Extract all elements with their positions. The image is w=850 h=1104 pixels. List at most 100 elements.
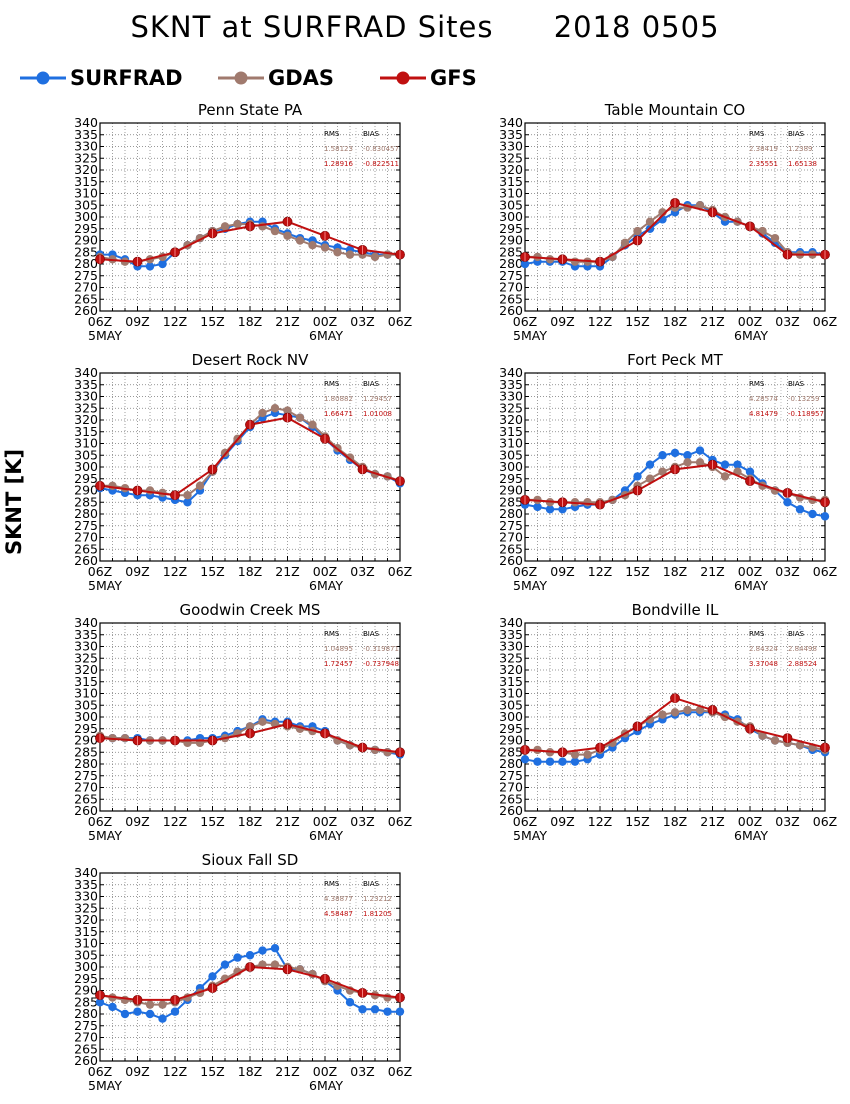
y-tick-label: 325 [74, 900, 98, 915]
y-tick-label: 340 [74, 115, 98, 130]
stats-gdas-bias: 1.2389 [788, 145, 813, 153]
x-tick-label: 18Z [238, 314, 262, 329]
y-tick-label: 310 [74, 436, 98, 451]
y-tick-label: 340 [74, 615, 98, 630]
data-point-gdas [658, 710, 667, 719]
data-point-surfrad [695, 446, 705, 455]
stats-rms-header: RMS [324, 880, 340, 888]
x-tick-label: 06Z [513, 564, 537, 579]
data-point-gdas [645, 217, 655, 226]
data-point-gdas [270, 226, 280, 236]
chart-svg-table-mountain: Table Mountain CO 26026527027528028529029… [499, 101, 837, 343]
y-tick-label: 320 [74, 412, 98, 427]
x-tick-label: 18Z [238, 814, 262, 829]
data-point-surfrad [145, 1009, 155, 1019]
plot-frame [99, 372, 401, 562]
y-tick-label: 335 [499, 627, 523, 642]
stats-bias-header: BIAS [788, 380, 805, 388]
y-tick-label: 265 [499, 541, 523, 556]
x-tick-label: 06Z [88, 1064, 112, 1079]
y-tick-label: 325 [499, 650, 523, 665]
date-label: 5MAY [88, 828, 122, 843]
data-point-surfrad [170, 1007, 180, 1016]
y-tick-label: 275 [74, 268, 98, 283]
stats-rms-header: RMS [324, 380, 340, 388]
data-point-gdas [283, 406, 292, 415]
y-tick-label: 315 [74, 924, 98, 939]
data-point-gdas [695, 458, 705, 467]
chart-panel-desert-rock: Desert Rock NV 260 265 270 275 280 285 290 295 30… [60, 345, 430, 599]
x-tick-label: 06Z [513, 314, 537, 329]
x-tick-label: 21Z [275, 814, 299, 829]
y-tick-label: 275 [499, 768, 523, 783]
y-tick-label: 265 [499, 291, 523, 306]
y-tick-label: 290 [74, 483, 98, 498]
data-point-surfrad [545, 757, 555, 766]
legend-marker-gdas [234, 71, 248, 85]
data-point-gdas [370, 252, 380, 262]
stats-gdas-bias: 2.84498 [788, 645, 817, 653]
x-tick-label: 03Z [350, 564, 374, 579]
y-tick-label: 285 [499, 244, 523, 259]
y-tick-label: 265 [74, 291, 98, 306]
stats-bias-header: BIAS [363, 130, 380, 138]
y-tick-label: 265 [74, 541, 98, 556]
chart-title: Bondville IL [632, 601, 719, 619]
y-tick-label: 280 [499, 506, 523, 521]
chart-svg-fort-peck: Fort Peck MT2602652702752802852902953003… [499, 351, 837, 593]
data-point-surfrad [145, 262, 155, 271]
x-tick-label: 06Z [88, 314, 112, 329]
data-point-gdas [308, 420, 317, 429]
y-tick-label: 340 [499, 615, 523, 630]
stats-bias-header: BIAS [363, 630, 380, 638]
data-point-gdas [270, 960, 280, 969]
y-tick-label: 330 [499, 389, 523, 404]
y-tick-label: 280 [74, 506, 98, 521]
y-tick-label: 295 [499, 471, 523, 486]
y-tick-label: 335 [499, 127, 523, 142]
chart-title: Fort Peck MT [627, 351, 723, 369]
y-tick-label: 310 [74, 186, 98, 201]
y-tick-label: 295 [74, 971, 98, 986]
y-tick-label: 275 [499, 268, 523, 283]
y-tick-label: 340 [499, 365, 523, 380]
y-tick-label: 270 [74, 1030, 98, 1045]
x-tick-label: 21Z [275, 314, 299, 329]
data-point-surfrad [670, 448, 680, 458]
stats-gdas-rms: 1.04895 [324, 645, 353, 653]
y-tick-label: 340 [74, 365, 98, 380]
legend-swatch-gfs [380, 71, 426, 85]
y-tick-label: 290 [499, 733, 523, 748]
y-tick-label: 330 [499, 139, 523, 154]
y-tick-label: 310 [499, 186, 523, 201]
stats-bias-header: BIAS [788, 630, 805, 638]
data-point-surfrad [558, 757, 567, 766]
y-tick-label: 275 [499, 518, 523, 533]
plot-frame [524, 622, 826, 812]
chart-panel-fort-peck: Fort Peck MT 260 265 270 275 280 285 290 295 300 3… [485, 345, 850, 599]
y-tick-label: 275 [74, 768, 98, 783]
date-label: 5MAY [513, 328, 547, 343]
page-title: SKNT at SURFRAD Sites 2018 0505 [0, 10, 850, 44]
data-point-gdas [683, 705, 692, 715]
x-tick-label: 12Z [588, 314, 612, 329]
stats-bias-header: BIAS [788, 130, 805, 138]
stats-gfs-rms: 1.72457 [324, 660, 353, 668]
y-tick-label: 295 [74, 721, 98, 736]
legend-marker-surfrad [36, 71, 50, 85]
data-point-gdas [145, 1000, 155, 1009]
data-point-gdas [645, 474, 655, 483]
x-tick-label: 15Z [200, 314, 224, 329]
stats-bias-header: BIAS [363, 880, 380, 888]
stats-gfs-bias: 1.65138 [788, 160, 817, 168]
stats-gdas-bias: -0.319871 [363, 645, 399, 653]
x-tick-label: 03Z [350, 814, 374, 829]
date-label: 5MAY [513, 578, 547, 593]
y-tick-label: 295 [499, 721, 523, 736]
stats-gdas-rms: 1.80882 [324, 395, 353, 403]
stats-gfs-rms: 4.81479 [749, 410, 778, 418]
y-tick-label: 330 [74, 889, 98, 904]
data-point-gdas [220, 222, 230, 231]
y-tick-label: 300 [74, 459, 98, 474]
x-tick-label: 15Z [200, 814, 224, 829]
